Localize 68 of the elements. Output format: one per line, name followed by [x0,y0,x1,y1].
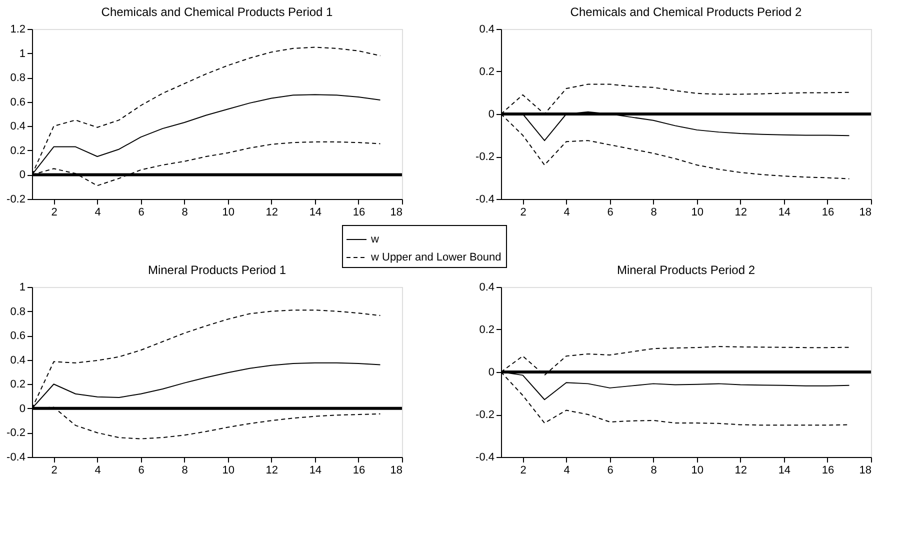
x-tick-label: 8 [182,464,188,476]
y-tick-label: 1 [19,48,26,60]
x-tick-label: 8 [650,206,657,218]
x-tick-label: 2 [520,464,526,476]
x-tick-label: 14 [778,206,791,218]
y-tick-label: 0.8 [10,72,26,84]
x-tick-label: 12 [266,464,278,476]
chart-title: Chemicals and Chemical Products Period 1 [101,5,334,19]
y-tick-label: -0.2 [476,151,494,163]
y-tick-label: 1 [19,282,26,294]
y-tick-label: 0 [488,366,494,378]
x-tick-label: 10 [222,206,235,218]
x-tick-label: 14 [309,206,322,218]
chart-title: Mineral Products Period 1 [148,263,286,277]
x-tick-label: 6 [607,206,614,218]
x-tick-label: 16 [822,206,834,218]
chart-title: Mineral Products Period 2 [616,263,756,277]
x-tick-label: 14 [309,464,322,476]
x-tick-label: 2 [51,464,58,476]
x-tick-label: 14 [778,464,791,476]
y-tick-label: -0.2 [6,194,26,206]
x-tick-label: 8 [182,206,188,218]
y-tick-label: -0.4 [476,452,494,464]
x-tick-label: 16 [352,464,366,476]
y-tick-label: 1.2 [10,24,26,36]
x-tick-label: 8 [650,464,657,476]
y-tick-label: 0 [19,169,26,182]
x-tick-label: 12 [734,464,748,476]
x-tick-label: 10 [691,206,704,218]
x-tick-label: 4 [94,206,101,218]
x-tick-label: 4 [564,464,570,476]
x-tick-label: 4 [564,206,570,218]
x-tick-label: 16 [822,464,834,476]
y-tick-label: -0.4 [6,452,26,464]
x-tick-label: 6 [607,464,614,476]
y-tick-label: -0.4 [476,194,494,206]
y-tick-label: 0.4 [10,354,26,366]
legend-label: w [370,234,379,246]
y-tick-label: -0.2 [476,409,494,421]
y-tick-label: 0 [488,108,494,120]
x-tick-label: 18 [390,464,402,476]
x-tick-label: 2 [51,206,58,218]
y-tick-label: 0.2 [10,144,26,157]
y-tick-label: 0.6 [10,96,26,108]
y-tick-label: 0 [19,402,26,415]
x-tick-label: 6 [138,464,144,476]
y-tick-label: 0.2 [479,66,494,78]
y-tick-label: 0.4 [10,120,26,133]
x-tick-label: 2 [520,206,526,218]
y-tick-label: 0.2 [10,378,26,391]
x-tick-label: 18 [390,206,402,218]
legend-label: w Upper and Lower Bound [370,252,502,264]
x-tick-label: 12 [734,206,748,218]
x-tick-label: 16 [352,206,366,218]
y-tick-label: 0.4 [479,282,494,294]
x-tick-label: 12 [266,206,278,218]
y-tick-label: 0.8 [10,306,26,318]
y-tick-label: 0.6 [10,330,26,342]
x-tick-label: 18 [859,464,872,476]
x-tick-label: 10 [691,464,704,476]
y-tick-label: 0.4 [479,24,494,36]
x-tick-label: 18 [859,206,872,218]
chart-title: Chemicals and Chemical Products Period 2 [570,5,802,19]
x-tick-label: 4 [94,464,101,476]
y-tick-label: -0.2 [6,427,26,440]
x-tick-label: 6 [138,206,144,218]
y-tick-label: 0.2 [479,324,494,336]
x-tick-label: 10 [222,464,235,476]
